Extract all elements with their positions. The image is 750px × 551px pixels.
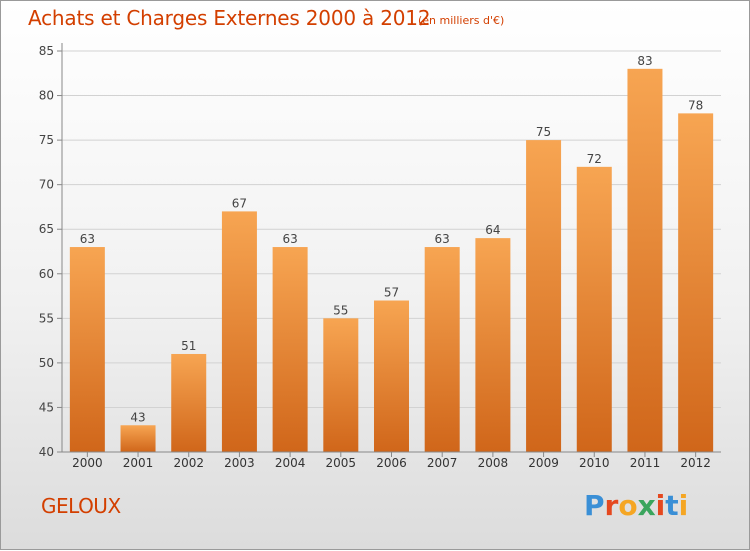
y-tick-label: 60 (39, 267, 54, 281)
data-label: 63 (80, 232, 95, 246)
x-tick-label: 2006 (376, 456, 407, 470)
data-label: 51 (181, 339, 196, 353)
x-tick-label: 2012 (680, 456, 711, 470)
bar (424, 247, 460, 452)
logo-letter: x (637, 489, 656, 522)
bar (323, 318, 359, 452)
data-label: 57 (384, 286, 399, 300)
bar (171, 353, 207, 452)
logo-letter: i (655, 489, 666, 522)
x-tick-label: 2001 (123, 456, 154, 470)
data-label: 78 (688, 98, 703, 112)
data-label: 43 (130, 410, 145, 424)
logo-letter: r (604, 489, 619, 522)
y-tick-label: 80 (39, 89, 54, 103)
y-tick-label: 75 (39, 133, 54, 147)
y-tick-label: 65 (39, 222, 54, 236)
y-tick-label: 45 (39, 400, 54, 414)
y-tick-label: 40 (39, 445, 54, 459)
bar (526, 140, 562, 452)
data-label: 83 (637, 54, 652, 68)
logo-letter: i (678, 489, 689, 522)
commune-name: GELOUX (41, 494, 121, 518)
bar (576, 166, 612, 452)
x-tick-label: 2010 (579, 456, 610, 470)
x-tick-label: 2009 (528, 456, 559, 470)
x-tick-label: 2004 (275, 456, 306, 470)
proxiti-logo: Proxiti (584, 489, 688, 522)
x-tick-label: 2002 (173, 456, 204, 470)
bar (678, 113, 714, 452)
logo-letter: t (665, 489, 679, 522)
y-tick-label: 70 (39, 178, 54, 192)
x-tick-label: 2011 (630, 456, 661, 470)
data-label: 55 (333, 303, 348, 317)
logo-letter: P (584, 489, 605, 522)
y-tick-label: 85 (39, 44, 54, 58)
bar (221, 211, 257, 452)
bar (627, 68, 663, 453)
x-tick-label: 2000 (72, 456, 103, 470)
data-label: 64 (485, 223, 500, 237)
bar (272, 247, 308, 452)
y-tick-label: 55 (39, 311, 54, 325)
data-label: 63 (282, 232, 297, 246)
x-tick-label: 2003 (224, 456, 255, 470)
x-tick-label: 2008 (478, 456, 509, 470)
logo-letter: o (618, 489, 638, 522)
data-label: 63 (435, 232, 450, 246)
bar (69, 247, 105, 452)
chart-title: Achats et Charges Externes 2000 à 2012 (28, 6, 431, 30)
chart-unit: (en milliers d'€) (418, 14, 505, 27)
y-tick-label: 50 (39, 356, 54, 370)
bar (475, 238, 511, 452)
x-tick-label: 2005 (326, 456, 357, 470)
x-tick-label: 2007 (427, 456, 458, 470)
bar (374, 300, 409, 452)
data-label: 75 (536, 125, 551, 139)
data-label: 72 (587, 152, 602, 166)
bar (120, 425, 156, 452)
data-label: 67 (232, 196, 247, 210)
